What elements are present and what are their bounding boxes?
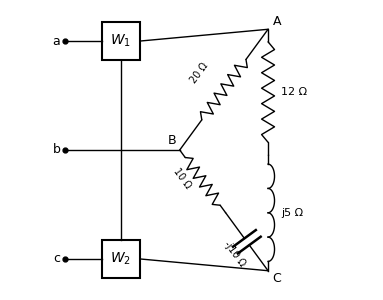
Text: j5 Ω: j5 Ω (281, 208, 303, 218)
Text: $W_2$: $W_2$ (110, 251, 131, 267)
Text: 20 Ω: 20 Ω (188, 61, 210, 86)
Bar (102, 22, 140, 60)
Text: 10 Ω: 10 Ω (171, 166, 193, 190)
Bar (102, 240, 140, 278)
Text: A: A (272, 15, 281, 28)
Text: b: b (52, 143, 61, 157)
Text: -j10 Ω: -j10 Ω (223, 239, 248, 268)
Text: c: c (54, 252, 61, 266)
Text: $W_1$: $W_1$ (110, 33, 131, 49)
Text: 12 Ω: 12 Ω (281, 87, 308, 97)
Text: B: B (168, 134, 177, 147)
Text: a: a (53, 34, 61, 48)
Text: C: C (272, 272, 281, 285)
